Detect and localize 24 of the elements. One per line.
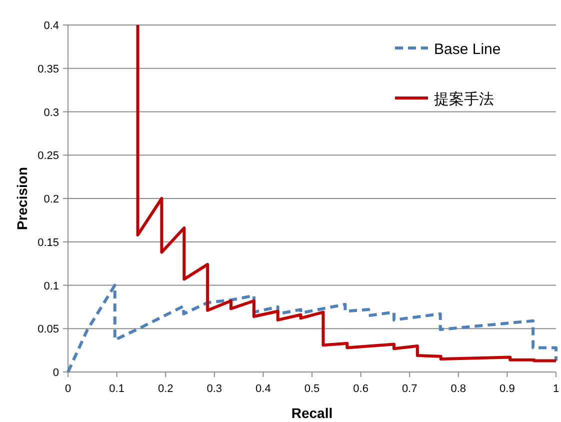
y-tick-label: 0.3 [44, 106, 59, 119]
x-tick-label: 0 [64, 383, 72, 395]
x-tick-label: 0.9 [500, 383, 515, 395]
x-tick-label: 0.5 [304, 383, 320, 395]
y-tick-label: 0.05 [38, 324, 59, 336]
x-tick-label: 0.2 [158, 383, 174, 395]
y-tick-label: 0 [52, 367, 59, 379]
y-tick-label: 0.35 [38, 63, 59, 76]
x-tick-label: 0.6 [353, 383, 368, 395]
y-axis-title: Precision [14, 166, 30, 230]
y-tick-label: 0.2 [44, 194, 59, 206]
y-tick-label: 0.1 [44, 280, 59, 292]
y-tick-label: 0.15 [38, 236, 59, 249]
y-tick-label: 0.4 [44, 20, 59, 32]
x-tick-label: 0.1 [109, 383, 124, 395]
x-tick-label: 1 [552, 383, 560, 395]
x-tick-label: 0.7 [402, 383, 418, 395]
legend-label: 提案手法 [434, 91, 494, 108]
x-tick-label: 0.8 [450, 383, 466, 395]
legend-label: Base Line [434, 41, 501, 58]
x-tick-label: 0.3 [206, 383, 222, 395]
x-tick-label: 0.4 [256, 383, 271, 395]
y-tick-label: 0.25 [38, 150, 59, 162]
x-axis-title: Recall [291, 405, 333, 421]
